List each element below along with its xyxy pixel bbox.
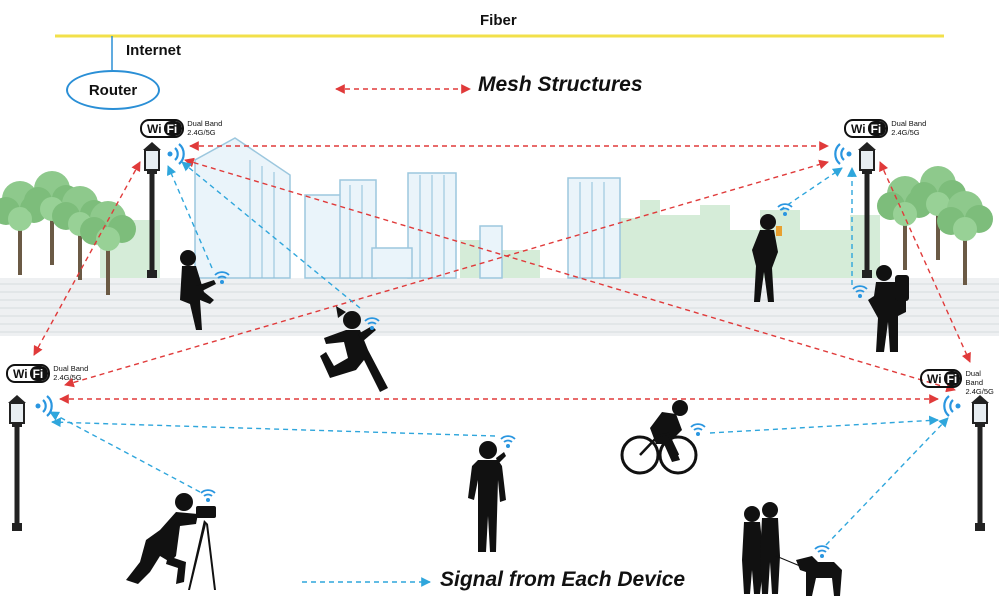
device-signal-man-phone (500, 435, 516, 449)
wifi-band-text: Dual Band 2.4G/5G (965, 369, 994, 396)
wifi-logo: Wi Fi (140, 119, 185, 138)
person-man-on-phone (468, 441, 506, 552)
router-label: Router (88, 81, 138, 99)
wifi-band-text: Dual Band 2.4G/5G (53, 364, 89, 382)
mesh-link-diagonal-2 (64, 159, 829, 388)
device-signal-couple (814, 545, 830, 559)
router-node: Router (66, 70, 160, 110)
device-signal-photographer (200, 489, 216, 503)
person-couple-with-dog (742, 502, 842, 596)
wifi-band-text: Dual Band 2.4G/5G (891, 119, 927, 137)
signal-arrows (49, 161, 949, 587)
wifi-logo: Wi Fi (920, 369, 963, 388)
wifi-badge-bottom-right: Wi Fi Dual Band 2.4G/5G (920, 369, 999, 396)
signal-legend-label: Signal from Each Device (440, 568, 686, 591)
wifi-badge-top-left: Wi Fi Dual Band 2.4G/5G (140, 119, 222, 138)
fiber-label: Fiber (480, 12, 517, 29)
person-runner (320, 306, 388, 392)
person-hiker (868, 265, 909, 352)
person-photographer (126, 493, 216, 590)
wifi-band-text: Dual Band 2.4G/5G (187, 119, 223, 137)
lamp-bottom-left (7, 394, 53, 532)
device-signal-cyclist (690, 423, 706, 437)
internet-label: Internet (126, 42, 182, 59)
mesh-legend-label: Mesh Structures (478, 73, 643, 96)
person-sitting-woman (180, 250, 216, 330)
person-cyclist (620, 400, 698, 475)
wifi-logo: Wi Fi (844, 119, 889, 138)
mesh-link-left (33, 161, 141, 356)
wifi-badge-bottom-left: Wi Fi Dual Band 2.4G/5G (6, 364, 88, 383)
person-woman-on-phone (752, 214, 782, 302)
mesh-arrows (33, 84, 971, 404)
wifi-logo: Wi Fi (6, 364, 51, 383)
mesh-link-right (879, 161, 971, 363)
lamp-bottom-right (943, 394, 990, 532)
wifi-badge-top-right: Wi Fi Dual Band 2.4G/5G (844, 119, 926, 138)
